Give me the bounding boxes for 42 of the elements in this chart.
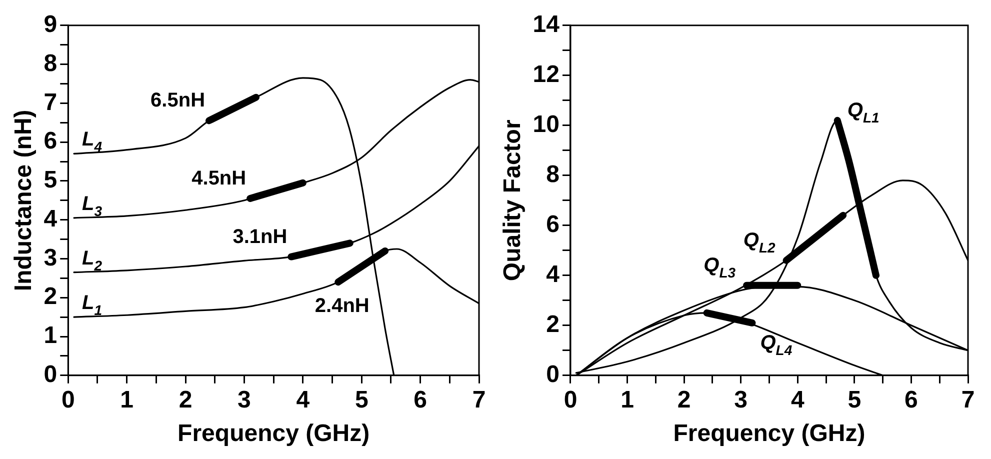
y-tick-label: 5 bbox=[44, 166, 58, 194]
series-label: 2.4nH bbox=[314, 295, 370, 318]
x-tick-label: 4 bbox=[296, 386, 310, 414]
x-tick-label: 6 bbox=[414, 386, 427, 414]
x-axis-title: Frequency (GHz) bbox=[178, 420, 370, 448]
x-tick-label: 0 bbox=[61, 386, 75, 414]
series-label: 6.5nH bbox=[150, 90, 206, 112]
y-tick-label: 10 bbox=[532, 111, 560, 138]
x-tick-label: 4 bbox=[790, 386, 805, 414]
series-label: 4.5nH bbox=[192, 167, 246, 190]
x-tick-label: 1 bbox=[620, 386, 634, 414]
y-tick-label: 4 bbox=[546, 261, 560, 288]
x-tick-label: 0 bbox=[564, 386, 578, 414]
y-tick-label: 0 bbox=[546, 361, 560, 388]
y-tick-label: 6 bbox=[546, 211, 560, 238]
y-tick-label: 2 bbox=[44, 283, 58, 310]
y-tick-label: 0 bbox=[44, 361, 58, 388]
x-tick-label: 2 bbox=[677, 386, 691, 414]
y-axis-title: Quality Factor bbox=[499, 120, 526, 282]
y-tick-label: 14 bbox=[532, 11, 560, 38]
series-label: 3.1nH bbox=[232, 226, 288, 248]
y-tick-label: 12 bbox=[532, 61, 560, 88]
x-tick-label: 6 bbox=[904, 386, 918, 414]
y-tick-label: 8 bbox=[44, 50, 58, 77]
x-tick-label: 3 bbox=[238, 386, 251, 414]
x-tick-label: 7 bbox=[961, 386, 975, 414]
y-axis-title: Inductance (nH) bbox=[10, 110, 38, 292]
x-tick-label: 1 bbox=[120, 386, 134, 414]
y-tick-label: 7 bbox=[44, 88, 58, 116]
x-tick-label: 2 bbox=[178, 386, 192, 414]
y-tick-label: 4 bbox=[44, 205, 58, 232]
y-tick-label: 2 bbox=[546, 311, 560, 338]
x-tick-label: 5 bbox=[354, 386, 368, 414]
y-tick-label: 6 bbox=[44, 128, 58, 155]
y-tick-label: 9 bbox=[44, 11, 58, 38]
x-tick-label: 7 bbox=[472, 386, 486, 414]
y-tick-label: 1 bbox=[44, 322, 58, 350]
x-tick-label: 5 bbox=[848, 386, 862, 414]
x-tick-label: 3 bbox=[734, 386, 748, 414]
y-tick-label: 3 bbox=[44, 244, 58, 272]
y-tick-label: 8 bbox=[546, 161, 560, 188]
x-axis-title: Frequency (GHz) bbox=[673, 420, 866, 448]
